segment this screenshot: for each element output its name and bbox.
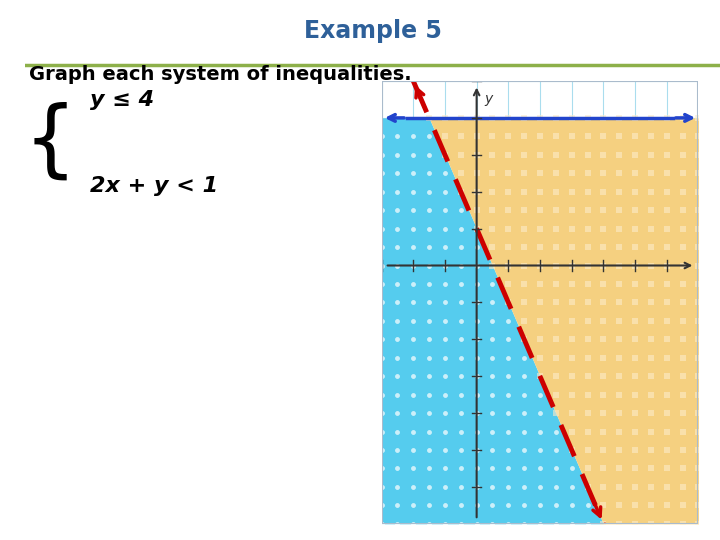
- Text: {: {: [24, 102, 77, 183]
- Text: y: y: [485, 92, 492, 106]
- Text: Example 5: Example 5: [304, 19, 441, 43]
- Text: Graph each system of inequalities.: Graph each system of inequalities.: [29, 65, 411, 84]
- Text: y ≤ 4: y ≤ 4: [90, 90, 154, 111]
- Text: 2x + y < 1: 2x + y < 1: [90, 176, 218, 197]
